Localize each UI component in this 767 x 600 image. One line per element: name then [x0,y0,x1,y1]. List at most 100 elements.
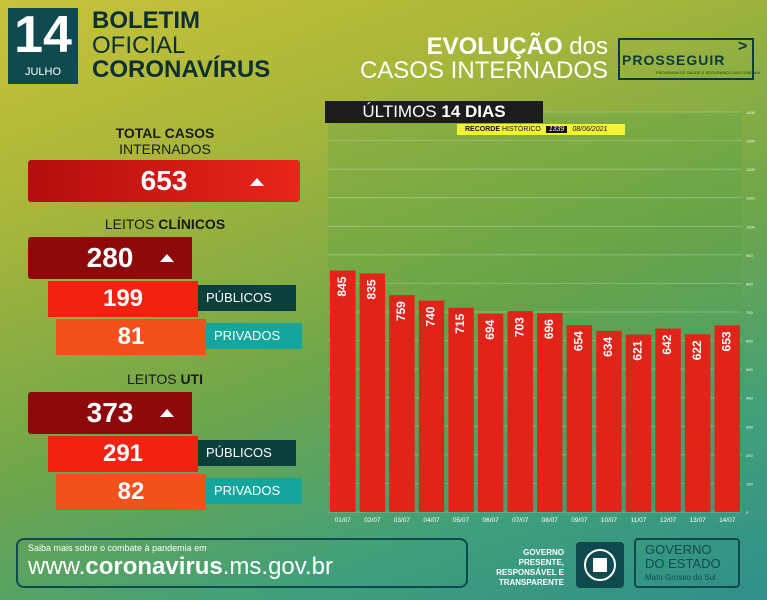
y-tick-label: 100 [746,481,753,486]
y-tick-label: 600 [746,339,753,344]
y-tick-label: 1100 [746,196,755,201]
bar-value-label: 696 [542,319,556,339]
month-label: JULHO [24,66,62,78]
x-tick-label: 03/07 [394,517,411,524]
bar-value-label: 654 [572,331,586,351]
saiba-mais-text: Saiba mais sobre o combate à pandemia em [28,543,207,553]
clinicos-label: LEITOS CLÍNICOS [104,216,226,232]
x-tick-label: 05/07 [453,517,470,524]
date-box [8,8,78,84]
y-tick-label: 800 [746,281,753,286]
y-tick-label: 700 [746,310,753,315]
clinicos-publicos-tag: PÚBLICOS [198,285,296,311]
x-tick-label: 07/07 [512,517,529,524]
uti-privados-tag: PRIVADOS [206,478,302,504]
bar-value-label: 653 [719,331,733,351]
x-tick-label: 13/07 [690,517,707,524]
bar-value-label: 740 [424,306,438,326]
footer-url-box [16,538,468,588]
bar-value-label: 845 [335,276,349,296]
uti-privados-value: 82 [117,478,145,505]
uti-publicos-tag: PÚBLICOS [198,440,296,466]
clinicos-privados-tag: PRIVADOS [206,323,302,349]
clinicos-publicos-value: 199 [102,285,144,312]
y-tick-label: 500 [746,367,753,372]
internados-label: INTERNADOS [119,141,211,157]
bar [684,334,711,512]
arrow-up-icon [250,178,264,186]
chevron-right-icon: > [738,38,748,55]
bar [566,325,593,512]
ultimos-14-dias-header: ÚLTIMOS 14 DIAS [325,101,543,123]
recorde-date: 08/06/2021 [572,126,608,133]
bar [507,311,533,512]
bar-value-label: 642 [660,334,674,354]
bar-value-label: 703 [512,317,526,337]
bar-value-label: 622 [690,340,704,360]
bar-value-label: 715 [453,313,467,333]
y-tick-label: 400 [746,396,753,401]
x-tick-label: 06/07 [483,517,500,524]
y-tick-label: 1000 [746,224,756,229]
y-tick-label: 900 [746,253,753,258]
bar [448,307,474,512]
y-tick-label: 1300 [746,139,756,144]
bar-value-label: 621 [631,340,645,360]
casos-internados-title: CASOS INTERNADOS [359,57,608,84]
bar-value-label: 759 [394,301,408,321]
website-link[interactable]: www.coronavirus.ms.gov.br [28,553,333,580]
title-boletim: BOLETIM [92,7,200,34]
clinicos-value: 280 [86,242,134,273]
x-tick-label: 02/07 [364,517,381,524]
x-tick-label: 01/07 [335,517,352,524]
mato-grosso-text: Mato Grosso do Sul [645,573,716,582]
uti-publicos-bar [48,436,198,472]
x-tick-label: 11/07 [631,517,647,524]
bar [596,330,622,512]
uti-privados-bar [56,474,206,510]
evolucao-title: EVOLUÇÃO dos [426,33,608,60]
clinicos-privados-bar [56,319,206,355]
bar-value-label: 835 [365,279,379,299]
recorde-label-b: HISTÓRICO [501,126,541,133]
bar [537,313,563,512]
bar [625,334,652,512]
prosseguir-logo [618,38,754,80]
governo-estado-text: GOVERNO DO ESTADO [645,542,721,571]
arrow-up-icon [160,254,174,262]
bar [389,295,415,512]
evolution-chart: 0 100 200 300 400 500 600 700 800 900 1000 1100 1200… [328,110,756,524]
arrow-up-icon [160,409,174,417]
x-tick-label: 14/07 [719,517,736,524]
recorde-label-a: RECORDE [465,126,501,133]
bar-value-label: 634 [601,337,615,357]
x-tick-label: 09/07 [571,517,588,524]
recorde-value: 1339 [545,126,568,133]
y-tick-label: 300 [746,424,753,429]
clinicos-privados-value: 81 [117,323,145,350]
prosseguir-logo-text: PROSSEGUIR [622,52,726,68]
bar [359,273,386,512]
y-tick-label: 200 [746,453,753,458]
bar-value-label: 694 [483,319,497,339]
title-oficial: OFICIAL [92,32,186,59]
bar [330,270,356,512]
y-tick-label: 0 [746,510,749,515]
total-value: 653 [140,165,188,196]
bar [655,328,681,512]
day-number: 14 [14,6,72,64]
x-tick-label: 04/07 [423,517,440,524]
prosseguir-logo-subtext: PROGRAMA DE SAÚDE E SEGURANÇA DA ECONOMI… [656,70,761,75]
governo-estado-logo [634,538,740,588]
total-label: TOTAL CASOS [115,125,215,141]
recorde-historico-bar: RECORDE HISTÓRICO 1339 08/06/2021 [457,124,625,135]
state-seal-icon [576,542,624,588]
y-tick-label: 1400 [746,110,756,115]
y-tick-label: 1200 [746,167,756,172]
governo-presente-text: GOVERNO PRESENTE, RESPONSÁVEL E TRANSPAR… [496,548,564,587]
uti-value: 373 [86,397,134,428]
bar [714,325,740,512]
x-tick-label: 12/07 [660,517,677,524]
title-coronavirus: CORONAVÍRUS [92,56,271,83]
uti-publicos-value: 291 [102,440,144,467]
